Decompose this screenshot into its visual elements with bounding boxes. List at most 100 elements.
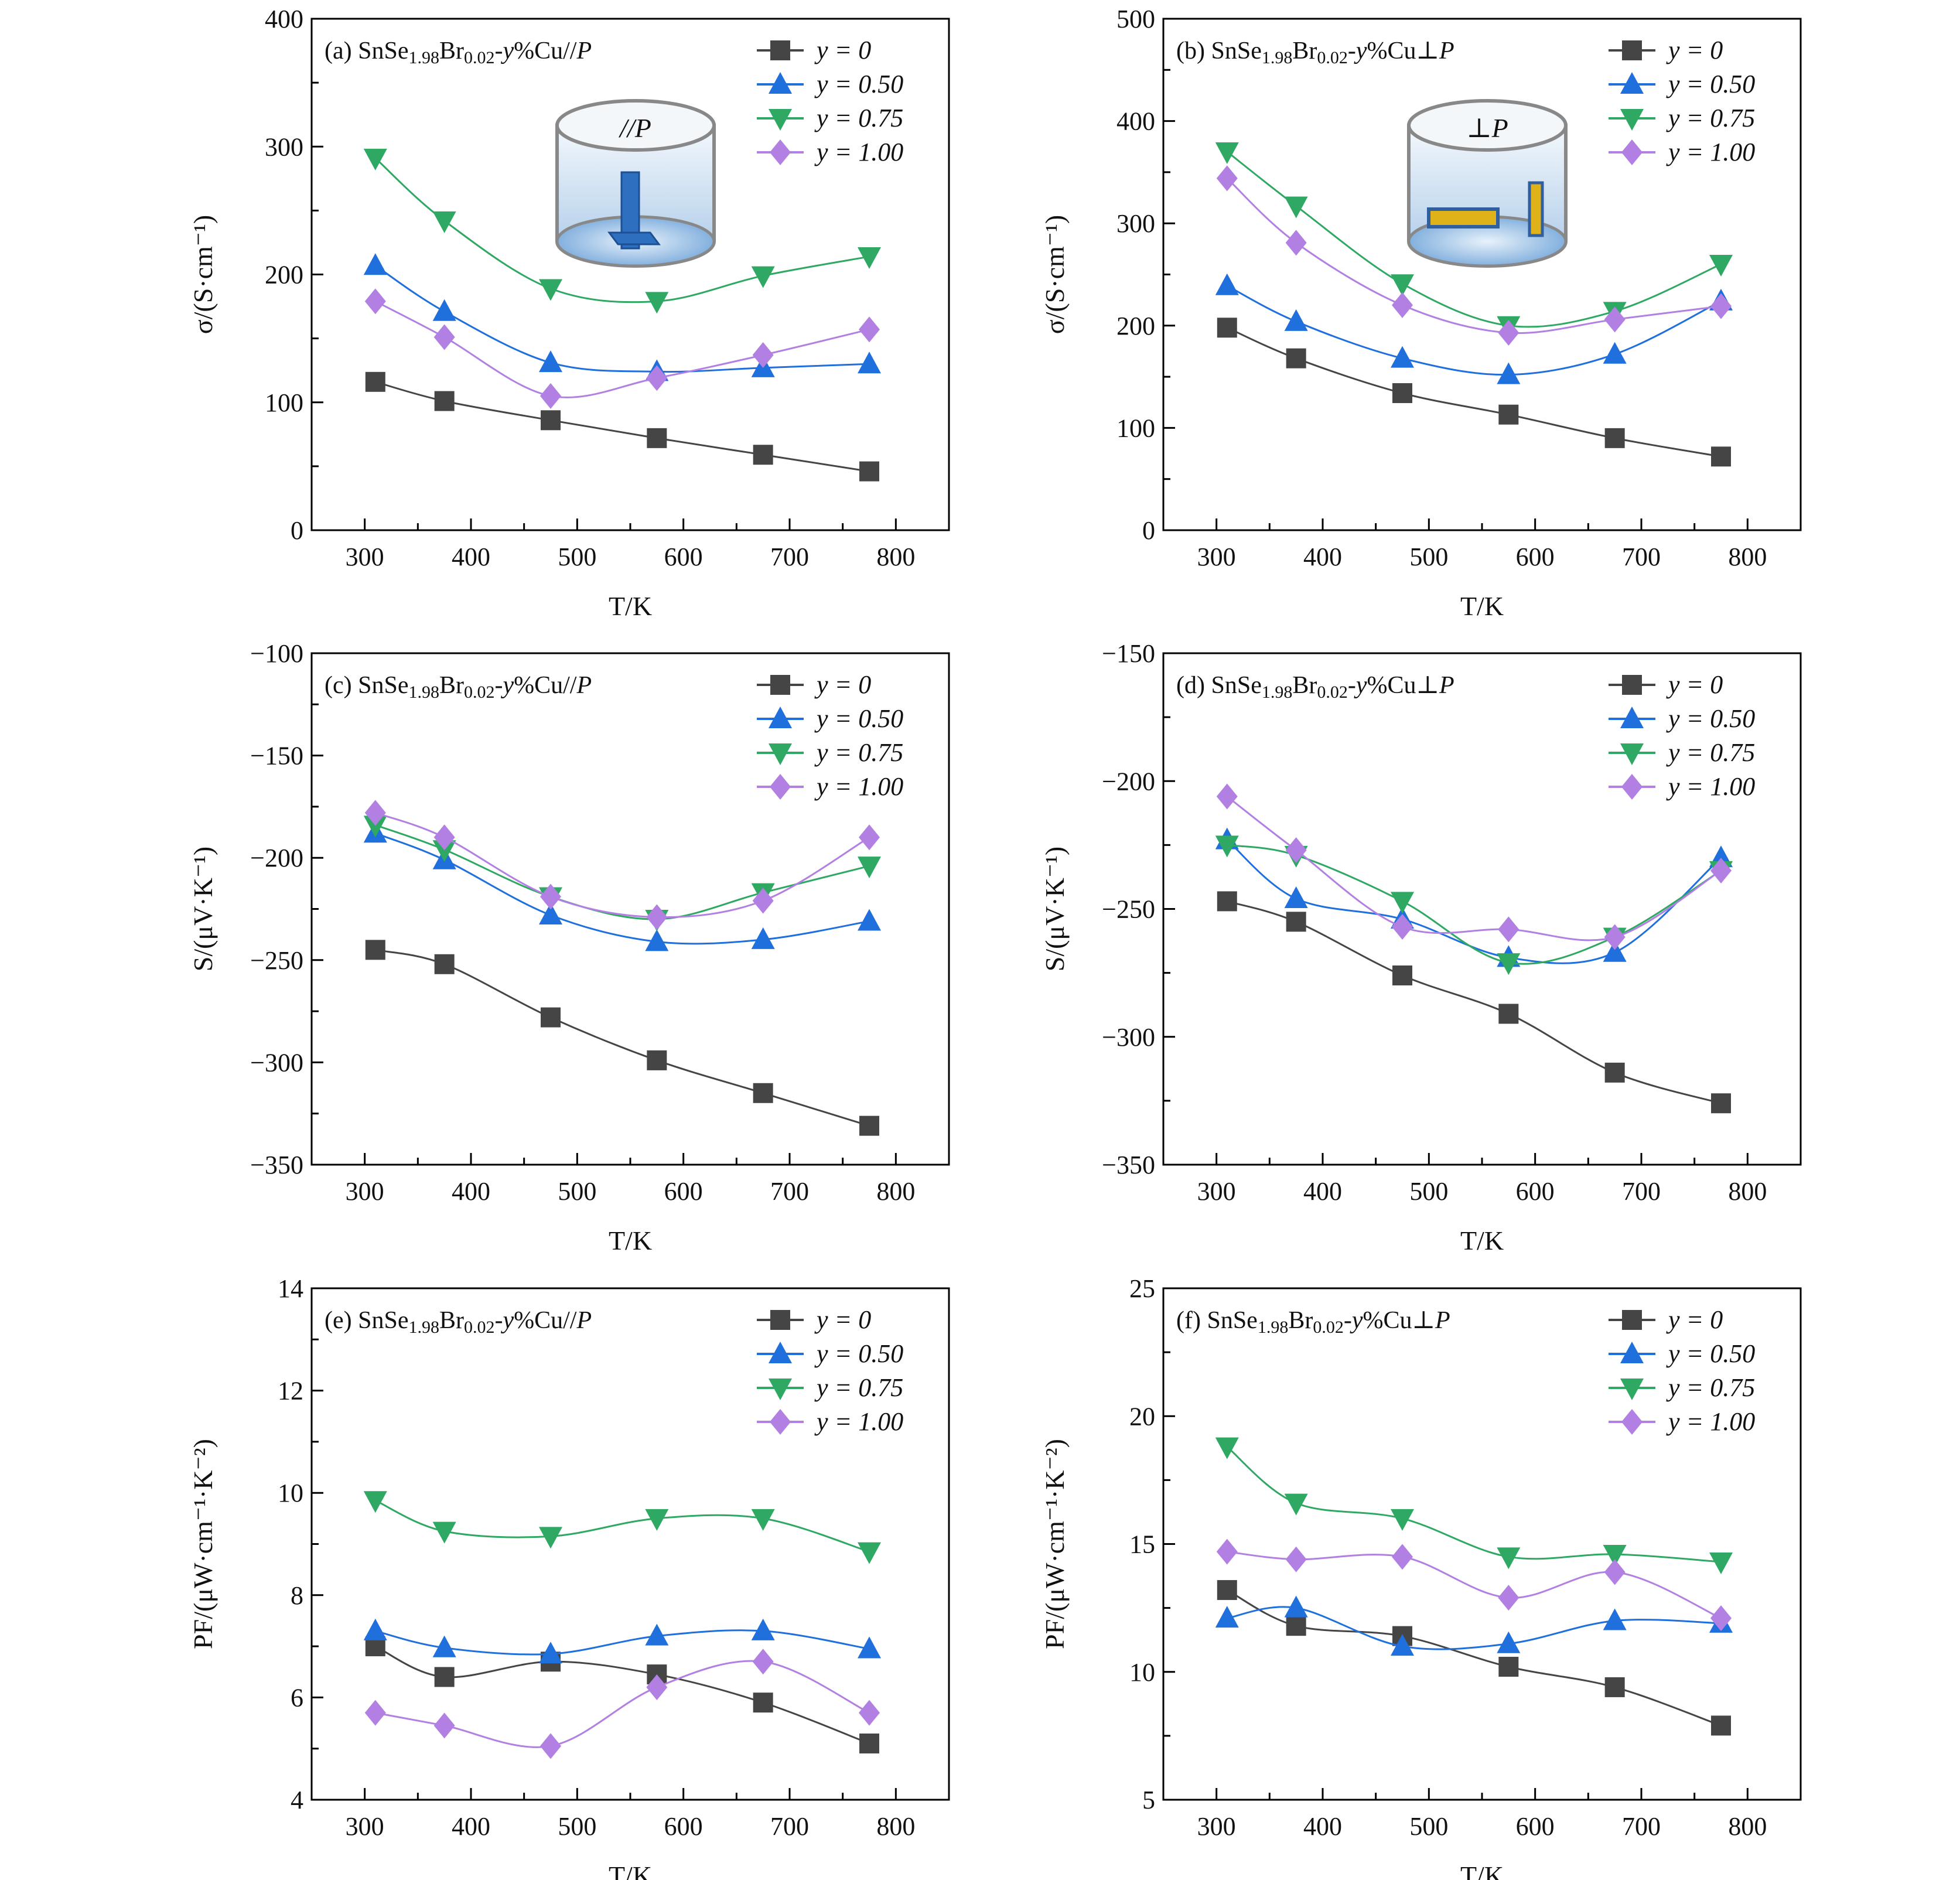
title-segment: %Cu⊥	[1363, 1307, 1435, 1334]
legend-marker	[1620, 72, 1644, 94]
y-axis-label: S/(μV·K⁻¹)	[1040, 847, 1070, 972]
legend-label: y = 1.00	[814, 1407, 903, 1436]
y-tick-label: 500	[1116, 5, 1155, 33]
data-point	[1497, 1547, 1521, 1569]
data-point	[1392, 914, 1413, 940]
legend-marker	[1620, 1342, 1644, 1363]
y-axis: 4 6 8 10 12 14	[278, 1274, 323, 1814]
series-y-1-00	[364, 288, 880, 409]
data-point	[1284, 309, 1308, 331]
series-y-0-50	[363, 253, 881, 381]
cylinder-top	[1407, 99, 1568, 152]
panel-title: (e) SnSe1.98Br0.02-y%Cu//P	[325, 1307, 592, 1337]
legend-marker	[770, 40, 790, 60]
title-segment: %Cu//	[514, 672, 577, 699]
data-point	[1604, 1559, 1626, 1585]
data-point	[647, 1050, 667, 1070]
legend-entry: y = 0.50	[1609, 1339, 1755, 1368]
title-segment: (e) SnSe	[325, 1307, 408, 1334]
legend-label: y = 1.00	[1666, 138, 1755, 166]
legend-marker	[769, 109, 792, 131]
x-tick-label: 500	[558, 1177, 596, 1206]
x-tick-label: 800	[1728, 1177, 1767, 1206]
title-segment: Br	[439, 672, 464, 699]
data-point	[433, 824, 455, 851]
title-segment: 1.98	[1258, 1318, 1289, 1337]
y-tick-label: 8	[291, 1581, 303, 1610]
y-axis: −350 −300 −250 −200 −150 −100	[250, 639, 323, 1179]
series-y-1-00	[364, 1649, 880, 1759]
x-axis: 300 400 500 600 700 800	[1197, 518, 1767, 571]
data-point	[1216, 165, 1238, 192]
y-tick-label: 400	[1116, 107, 1155, 136]
data-point	[1603, 342, 1627, 364]
data-point	[539, 1527, 562, 1549]
data-point	[859, 1115, 879, 1136]
data-point	[364, 288, 386, 315]
legend-marker	[769, 1342, 792, 1363]
panel-e: 300 400 500 600 700 800 4 6 8 10 12 14 T/K PF/(μW·cm⁻…	[188, 1274, 950, 1880]
title-segment: (c) SnSe	[325, 672, 408, 699]
y-tick-label: 4	[291, 1786, 303, 1814]
x-tick-label: 400	[452, 542, 490, 571]
series-y-0-50	[363, 1618, 881, 1664]
x-tick-label: 700	[770, 1177, 809, 1206]
y-axis: 5 10 15 20 25	[1129, 1274, 1175, 1814]
legend-marker	[769, 743, 792, 765]
legend-marker	[770, 1310, 790, 1330]
data-point	[364, 800, 386, 826]
legend: y = 0 y = 0.50 y = 0.75 y = 1.00	[1609, 36, 1755, 166]
data-point	[1285, 1546, 1307, 1572]
y-tick-label: 12	[278, 1377, 303, 1405]
data-point	[1284, 1595, 1308, 1618]
title-segment: P	[1435, 1307, 1450, 1334]
sample-bar-horizontal	[1427, 207, 1500, 228]
data-point	[646, 365, 668, 391]
x-axis: 300 400 500 600 700 800	[346, 1153, 915, 1206]
legend-entry: y = 1.00	[757, 772, 903, 801]
y-tick-label: 100	[1116, 414, 1155, 442]
legend-entry: y = 0.50	[1609, 704, 1755, 733]
data-point	[1391, 1634, 1414, 1656]
title-segment: P	[1439, 672, 1454, 699]
x-tick-label: 700	[1622, 1812, 1661, 1841]
legend-entry: y = 1.00	[757, 138, 903, 166]
y-tick-label: −100	[250, 639, 303, 668]
y-tick-label: 400	[265, 5, 303, 33]
series-y-0	[1217, 1580, 1731, 1736]
legend-entry: y = 0.50	[757, 70, 903, 98]
data-point	[433, 324, 455, 350]
data-point	[859, 1733, 879, 1753]
data-point	[1391, 274, 1414, 296]
legend-entry: y = 0.50	[1609, 70, 1755, 98]
legend-label: y = 0.75	[814, 1373, 903, 1402]
series-y-1-00	[1216, 783, 1732, 950]
series-line	[1227, 326, 1722, 458]
legend-label: y = 0	[814, 670, 871, 699]
data-point	[432, 299, 456, 321]
x-tick-label: 700	[1622, 542, 1661, 571]
data-point	[1285, 837, 1307, 864]
data-point	[859, 1700, 880, 1726]
legend-entry: y = 1.00	[757, 1407, 903, 1436]
data-point	[752, 1649, 774, 1675]
data-point	[1391, 892, 1414, 914]
data-point	[1216, 1538, 1238, 1565]
title-segment: -	[1344, 1307, 1352, 1334]
data-point	[858, 247, 881, 269]
legend-label: y = 0	[1666, 1305, 1723, 1334]
x-tick-label: 400	[1303, 1177, 1342, 1206]
data-point	[1216, 783, 1238, 810]
x-tick-label: 300	[1197, 1177, 1236, 1206]
legend-label: y = 0.75	[814, 738, 903, 767]
title-segment: Br	[439, 37, 464, 64]
series-y-0	[365, 940, 879, 1136]
title-segment: (d) SnSe	[1176, 672, 1262, 699]
legend: y = 0 y = 0.50 y = 0.75 y = 1.00	[757, 36, 903, 166]
x-tick-label: 800	[1728, 1812, 1767, 1841]
legend-marker	[769, 72, 792, 94]
legend-marker	[1620, 743, 1644, 765]
title-segment: %Cu⊥	[1367, 672, 1440, 699]
data-point	[363, 816, 387, 838]
legend-label: y = 0.50	[1666, 70, 1755, 98]
